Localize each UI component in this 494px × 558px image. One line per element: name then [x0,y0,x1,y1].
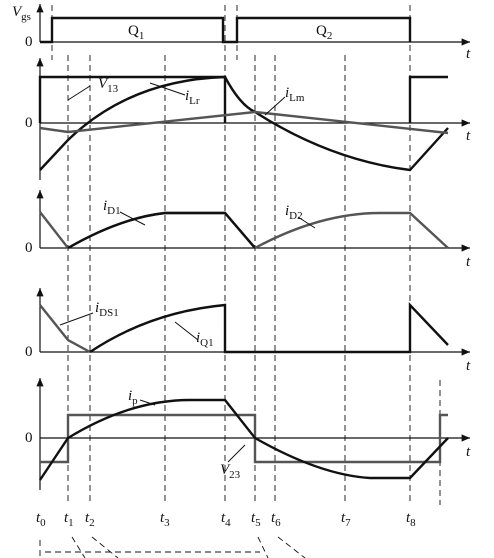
label-sub: 5 [255,517,261,529]
label-main: t [341,510,346,526]
label: t [466,128,471,144]
label-main: t [85,510,90,526]
label-main: i [196,330,200,346]
label: Q1 [128,23,144,42]
label-sub: 6 [275,517,281,529]
label-main: i [285,203,289,219]
label-sub: Lr [189,95,200,107]
label: t0 [36,510,46,529]
label: t1 [64,510,74,529]
label: iLm [285,85,305,104]
label: V13 [98,76,119,95]
label: t8 [406,510,416,529]
label-main: t [64,510,69,526]
label-sub: 23 [229,469,241,481]
label-sub: 8 [410,517,416,529]
label-main: t [221,510,226,526]
label-main: i [103,198,107,214]
label-main: i [185,88,189,104]
label: 0 [25,240,33,256]
label-main: V [220,462,231,478]
label-main: t [406,510,411,526]
label-main: V [12,4,23,20]
label: 0 [25,115,33,131]
label: 0 [25,344,33,360]
label-sub: D2 [289,210,302,222]
label: iDS1 [95,300,119,319]
label: V23 [220,462,241,481]
label-sub: 13 [107,83,119,95]
label-main: i [95,300,99,316]
label-sub: D1 [107,205,120,217]
label-sub: 1 [139,30,145,42]
label-main: i [128,388,132,404]
label: iD2 [285,203,303,222]
label: t3 [160,510,170,529]
label-sub: 2 [327,30,333,42]
label-sub: 2 [89,517,95,529]
label-sub: gs [21,11,31,23]
label-sub: DS1 [99,307,119,319]
label-sub: 0 [40,517,46,529]
label: Vgs [12,4,31,23]
label: t [466,358,471,374]
label: t4 [221,510,231,529]
label-sub: 4 [225,517,231,529]
label-main: t [160,510,165,526]
label-main: V [98,76,109,92]
label: Q2 [316,23,332,42]
label-sub: Q1 [200,337,213,349]
label-sub: 7 [345,517,351,529]
label: t [466,46,471,62]
label-main: i [285,85,289,101]
label: 0 [25,430,33,446]
label: iD1 [103,198,121,217]
label-sub: p [132,395,138,407]
label: iQ1 [196,330,214,349]
label: t2 [85,510,95,529]
waveforms [38,16,449,481]
label: t5 [251,510,261,529]
label-main: Q [128,23,139,39]
label: t [466,254,471,270]
label-main: t [36,510,41,526]
label-main: t [251,510,256,526]
label-main: t [271,510,276,526]
label-main: Q [316,23,327,39]
label: ip [128,388,138,407]
label: 0 [25,34,33,50]
label: t6 [271,510,281,529]
label: iLr [185,88,200,107]
label-sub: 1 [68,517,74,529]
label: t7 [341,510,351,529]
label-sub: Lm [289,92,305,104]
label-sub: 3 [164,517,170,529]
label: t [466,444,471,460]
